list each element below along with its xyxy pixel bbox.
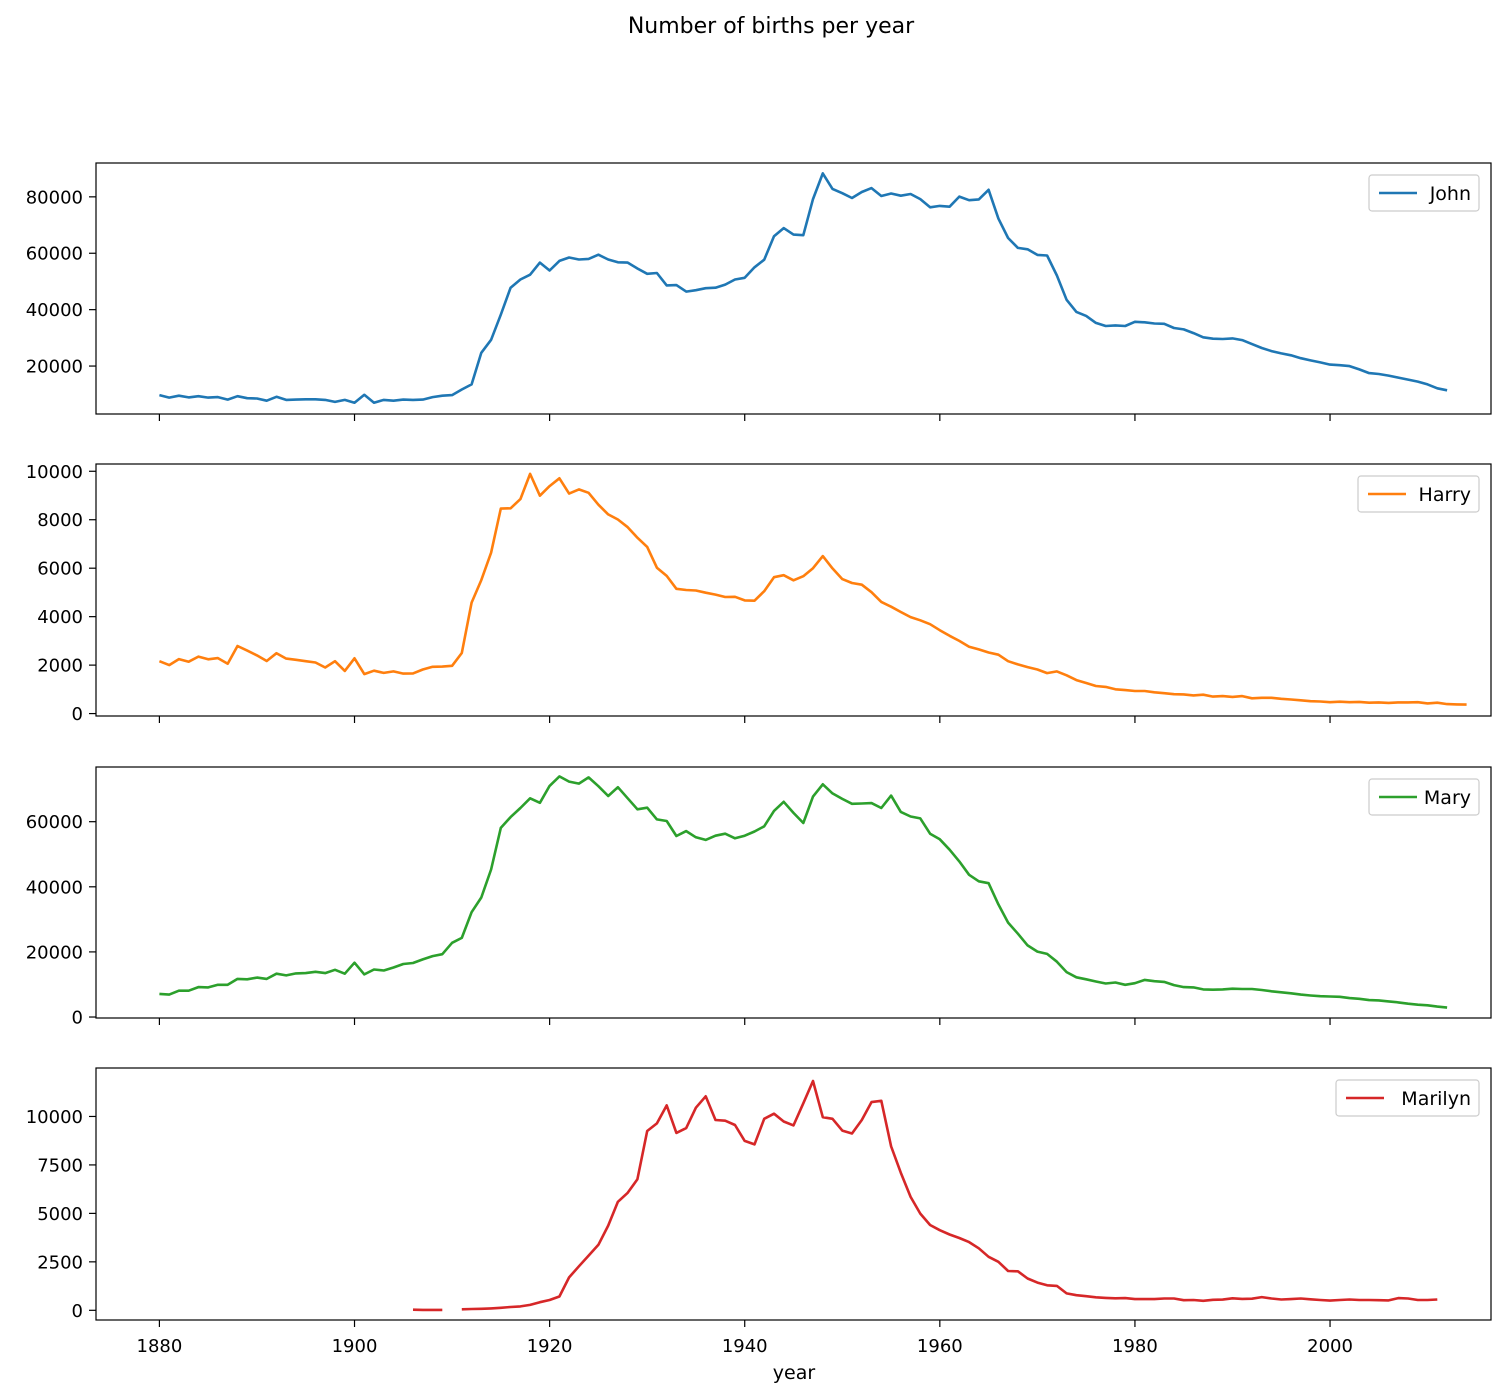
y-tick-label: 0: [72, 1301, 83, 1322]
series-line-mary: [159, 775, 1448, 1009]
y-tick-label: 2000: [37, 656, 83, 677]
legend-box: [1368, 778, 1480, 816]
y-tick-label: 10000: [26, 462, 83, 483]
y-tick-label: 6000: [37, 559, 83, 580]
x-tick-label: 1920: [527, 1336, 573, 1357]
series-line-harry: [158, 472, 1467, 706]
y-tick-label: 10000: [26, 1107, 83, 1128]
subplot-mary: 0 20000 40000 60000 Mary: [26, 766, 1492, 1029]
y-tick-label: 20000: [26, 357, 83, 378]
axes-frame: [95, 1067, 1492, 1321]
legend-label: Harry: [1419, 484, 1471, 506]
y-tick-label: 60000: [26, 244, 83, 265]
y-tick-label: 2500: [37, 1252, 83, 1273]
legend-label: Mary: [1424, 787, 1471, 809]
legend-label: Marilyn: [1401, 1088, 1471, 1110]
y-tick-label: 60000: [26, 812, 83, 833]
legend: Mary: [1368, 778, 1480, 816]
legend-box: [1335, 1079, 1480, 1117]
y-tick-label: 0: [72, 704, 83, 725]
y-tick-label: 7500: [37, 1155, 83, 1176]
y-tick-label: 40000: [26, 300, 83, 321]
legend: Harry: [1357, 475, 1480, 513]
series-line-john: [159, 172, 1448, 404]
subplot-marilyn: 0 2500 5000 7500 10000 1880 1900 1920 1940 1960 19…: [26, 1067, 1492, 1357]
legend: John: [1368, 174, 1480, 212]
legend-box: [1368, 174, 1480, 212]
x-tick-label: 1880: [137, 1336, 183, 1357]
y-tick-label: 4000: [37, 607, 83, 628]
x-tick-label: 2000: [1307, 1336, 1353, 1357]
figure-title: Number of births per year: [628, 14, 915, 39]
axes-frame: [95, 463, 1492, 717]
x-tick-label: 1960: [917, 1336, 963, 1357]
y-tick-label: 20000: [26, 942, 83, 963]
x-axis-label: year: [773, 1362, 816, 1384]
y-tick-label: 0: [72, 1008, 83, 1029]
x-tick-label: 1900: [332, 1336, 378, 1357]
y-tick-label: 8000: [37, 510, 83, 531]
y-tick-label: 40000: [26, 877, 83, 898]
subplot-harry: 0 2000 4000 6000 8000 10000 Harry: [26, 462, 1492, 725]
legend-label: John: [1429, 183, 1471, 205]
axes-frame: [95, 162, 1492, 415]
axes-frame: [95, 766, 1492, 1019]
series-line-marilyn: [412, 1079, 1438, 1312]
legend: Marilyn: [1335, 1079, 1480, 1117]
x-tick-label: 1940: [722, 1336, 768, 1357]
y-tick-label: 5000: [37, 1204, 83, 1225]
legend-box: [1357, 475, 1480, 513]
x-tick-label: 1980: [1112, 1336, 1158, 1357]
subplot-john: 20000 40000 60000 80000 John: [26, 162, 1492, 421]
y-tick-label: 80000: [26, 187, 83, 208]
